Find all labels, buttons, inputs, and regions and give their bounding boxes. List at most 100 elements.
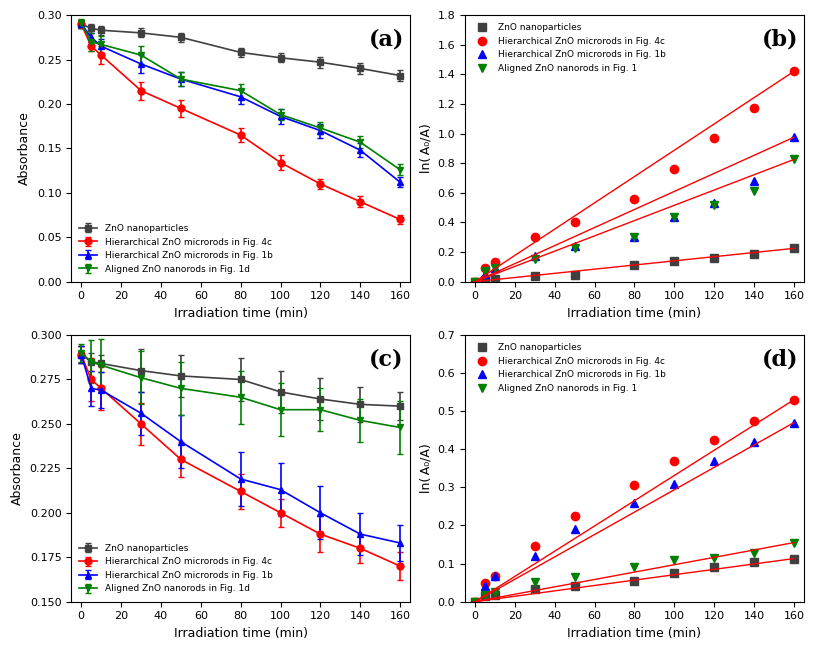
ZnO nanoparticles: [470, 278, 480, 286]
Hierarchical ZnO microrods in Fig. 1b: [669, 213, 679, 221]
Hierarchical ZnO microrods in Fig. 1b: [480, 583, 490, 590]
Hierarchical ZnO microrods in Fig. 4c: [749, 105, 759, 113]
Aligned ZnO nanorods in Fig. 1: [709, 201, 719, 208]
Hierarchical ZnO microrods in Fig. 1b: [470, 598, 480, 605]
Y-axis label: Absorbance: Absorbance: [11, 432, 25, 505]
Text: (d): (d): [762, 348, 798, 370]
Hierarchical ZnO microrods in Fig. 1b: [630, 233, 640, 241]
ZnO nanoparticles: [749, 249, 759, 257]
Aligned ZnO nanorods in Fig. 1: [669, 213, 679, 221]
Hierarchical ZnO microrods in Fig. 4c: [749, 417, 759, 424]
Line: Aligned ZnO nanorods in Fig. 1: Aligned ZnO nanorods in Fig. 1: [471, 156, 798, 286]
Hierarchical ZnO microrods in Fig. 4c: [709, 436, 719, 444]
Hierarchical ZnO microrods in Fig. 4c: [669, 165, 679, 173]
Aligned ZnO nanorods in Fig. 1: [709, 554, 719, 562]
ZnO nanoparticles: [749, 558, 759, 566]
Y-axis label: Absorbance: Absorbance: [18, 111, 31, 186]
Legend: ZnO nanoparticles, Hierarchical ZnO microrods in Fig. 4c, Hierarchical ZnO micro: ZnO nanoparticles, Hierarchical ZnO micr…: [470, 20, 670, 76]
Hierarchical ZnO microrods in Fig. 4c: [530, 233, 540, 241]
ZnO nanoparticles: [709, 563, 719, 571]
Aligned ZnO nanorods in Fig. 1: [480, 591, 490, 599]
Line: ZnO nanoparticles: ZnO nanoparticles: [471, 244, 798, 286]
Hierarchical ZnO microrods in Fig. 1b: [749, 177, 759, 185]
Legend: ZnO nanoparticles, Hierarchical ZnO microrods in Fig. 4c, Hierarchical ZnO micro: ZnO nanoparticles, Hierarchical ZnO micr…: [76, 221, 276, 277]
ZnO nanoparticles: [789, 555, 799, 562]
Hierarchical ZnO microrods in Fig. 4c: [569, 512, 579, 520]
Line: Hierarchical ZnO microrods in Fig. 4c: Hierarchical ZnO microrods in Fig. 4c: [471, 396, 798, 606]
Aligned ZnO nanorods in Fig. 1: [470, 278, 480, 286]
ZnO nanoparticles: [630, 577, 640, 585]
X-axis label: Irradiation time (min): Irradiation time (min): [568, 627, 702, 640]
Aligned ZnO nanorods in Fig. 1: [630, 563, 640, 571]
ZnO nanoparticles: [669, 569, 679, 577]
Hierarchical ZnO microrods in Fig. 4c: [789, 396, 799, 404]
ZnO nanoparticles: [470, 598, 480, 605]
Hierarchical ZnO microrods in Fig. 1b: [749, 437, 759, 445]
Aligned ZnO nanorods in Fig. 1: [530, 256, 540, 264]
Hierarchical ZnO microrods in Fig. 1b: [490, 572, 500, 579]
X-axis label: Irradiation time (min): Irradiation time (min): [174, 307, 308, 320]
Line: Hierarchical ZnO microrods in Fig. 1b: Hierarchical ZnO microrods in Fig. 1b: [471, 419, 798, 606]
Hierarchical ZnO microrods in Fig. 1b: [630, 499, 640, 506]
Hierarchical ZnO microrods in Fig. 1b: [789, 133, 799, 141]
X-axis label: Irradiation time (min): Irradiation time (min): [568, 307, 702, 320]
Legend: ZnO nanoparticles, Hierarchical ZnO microrods in Fig. 4c, Hierarchical ZnO micro: ZnO nanoparticles, Hierarchical ZnO micr…: [76, 540, 276, 597]
Aligned ZnO nanorods in Fig. 1: [749, 549, 759, 557]
Hierarchical ZnO microrods in Fig. 1b: [569, 242, 579, 250]
ZnO nanoparticles: [569, 271, 579, 279]
Text: (a): (a): [368, 29, 404, 50]
Hierarchical ZnO microrods in Fig. 4c: [789, 68, 799, 76]
Hierarchical ZnO microrods in Fig. 4c: [669, 457, 679, 465]
Aligned ZnO nanorods in Fig. 1: [569, 573, 579, 581]
ZnO nanoparticles: [530, 585, 540, 593]
Aligned ZnO nanorods in Fig. 1: [470, 598, 480, 605]
ZnO nanoparticles: [490, 591, 500, 599]
Line: Hierarchical ZnO microrods in Fig. 1b: Hierarchical ZnO microrods in Fig. 1b: [471, 133, 798, 286]
Hierarchical ZnO microrods in Fig. 4c: [480, 579, 490, 587]
Y-axis label: ln( A₀/A): ln( A₀/A): [419, 124, 432, 173]
Hierarchical ZnO microrods in Fig. 4c: [569, 219, 579, 227]
Hierarchical ZnO microrods in Fig. 4c: [490, 572, 500, 579]
Hierarchical ZnO microrods in Fig. 1b: [470, 278, 480, 286]
Line: Hierarchical ZnO microrods in Fig. 4c: Hierarchical ZnO microrods in Fig. 4c: [471, 67, 798, 286]
ZnO nanoparticles: [480, 592, 490, 600]
Hierarchical ZnO microrods in Fig. 1b: [480, 270, 490, 278]
Line: ZnO nanoparticles: ZnO nanoparticles: [471, 555, 798, 606]
Hierarchical ZnO microrods in Fig. 4c: [470, 598, 480, 605]
Hierarchical ZnO microrods in Fig. 4c: [470, 278, 480, 286]
Line: Aligned ZnO nanorods in Fig. 1: Aligned ZnO nanorods in Fig. 1: [471, 538, 798, 606]
Hierarchical ZnO microrods in Fig. 1b: [490, 264, 500, 272]
Hierarchical ZnO microrods in Fig. 4c: [490, 258, 500, 266]
ZnO nanoparticles: [530, 273, 540, 281]
ZnO nanoparticles: [709, 254, 719, 262]
ZnO nanoparticles: [669, 257, 679, 265]
Hierarchical ZnO microrods in Fig. 1b: [709, 457, 719, 465]
Aligned ZnO nanorods in Fig. 1: [490, 264, 500, 272]
Aligned ZnO nanorods in Fig. 1: [490, 589, 500, 596]
Hierarchical ZnO microrods in Fig. 1b: [789, 419, 799, 426]
Aligned ZnO nanorods in Fig. 1: [789, 156, 799, 163]
Aligned ZnO nanorods in Fig. 1: [749, 187, 759, 195]
ZnO nanoparticles: [789, 244, 799, 252]
Hierarchical ZnO microrods in Fig. 1b: [530, 552, 540, 560]
Hierarchical ZnO microrods in Fig. 1b: [530, 253, 540, 260]
ZnO nanoparticles: [490, 275, 500, 283]
Hierarchical ZnO microrods in Fig. 4c: [709, 134, 719, 142]
Aligned ZnO nanorods in Fig. 1: [789, 538, 799, 546]
Hierarchical ZnO microrods in Fig. 1b: [569, 525, 579, 533]
Aligned ZnO nanorods in Fig. 1: [669, 557, 679, 564]
Aligned ZnO nanorods in Fig. 1: [630, 233, 640, 241]
ZnO nanoparticles: [630, 262, 640, 270]
Hierarchical ZnO microrods in Fig. 4c: [630, 482, 640, 490]
Aligned ZnO nanorods in Fig. 1: [569, 243, 579, 251]
Aligned ZnO nanorods in Fig. 1: [480, 268, 490, 275]
Hierarchical ZnO microrods in Fig. 4c: [630, 195, 640, 202]
ZnO nanoparticles: [569, 583, 579, 590]
Text: (b): (b): [762, 29, 798, 50]
Hierarchical ZnO microrods in Fig. 1b: [669, 480, 679, 488]
Text: (c): (c): [369, 348, 404, 370]
Hierarchical ZnO microrods in Fig. 4c: [480, 264, 490, 272]
X-axis label: Irradiation time (min): Irradiation time (min): [174, 627, 308, 640]
Legend: ZnO nanoparticles, Hierarchical ZnO microrods in Fig. 4c, Hierarchical ZnO micro: ZnO nanoparticles, Hierarchical ZnO micr…: [470, 340, 670, 396]
Aligned ZnO nanorods in Fig. 1: [530, 578, 540, 586]
